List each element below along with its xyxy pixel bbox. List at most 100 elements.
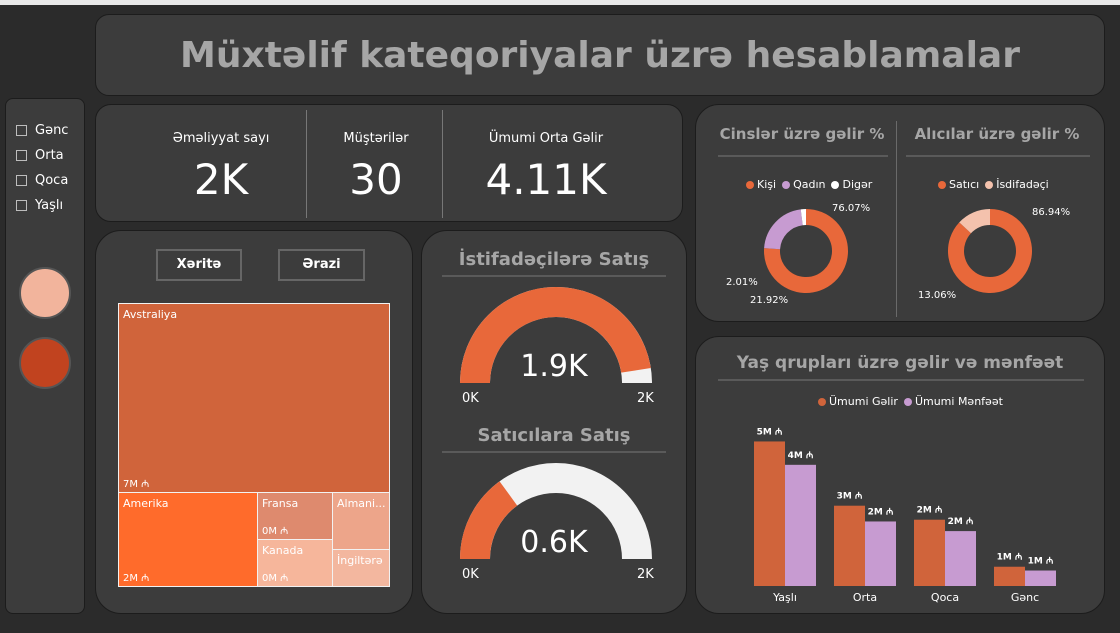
kpi-value: 4.11K [485, 155, 607, 204]
kpi-transactions: Əməliyyat sayı 2K [126, 105, 316, 223]
bar-profit[interactable] [945, 531, 976, 586]
slicer-item-orta[interactable]: Orta [16, 148, 64, 163]
kpi-label: Müştərilər [343, 131, 409, 146]
tile-name: Fransa [262, 497, 299, 510]
bar-profit[interactable] [865, 521, 896, 586]
donut-slice-1[interactable] [764, 209, 804, 250]
slicer-item-label: Gənc [35, 123, 69, 138]
legend-label: Kişi [757, 178, 777, 191]
bar-data-label: 2M ₼ [948, 517, 974, 527]
age-slicer-panel: Gənc Orta Qoca Yaşlı [5, 98, 85, 614]
gauge-fill [460, 287, 651, 384]
region-button[interactable]: Ərazi [278, 249, 365, 281]
slicer-item-genc[interactable]: Gənc [16, 123, 68, 138]
gauge-value: 1.9K [520, 349, 588, 384]
title-underline [718, 379, 1084, 381]
treemap-tile-kanada[interactable]: Kanada 0M ₼ [257, 539, 333, 587]
treemap-tile-avstraliya[interactable]: Avstraliya 7M ₼ [118, 303, 390, 493]
legend-dot-icon [985, 180, 994, 189]
page-title: Müxtəlif kateqoriyalar üzrə hesablamalar [180, 35, 1020, 76]
bar-income[interactable] [914, 519, 945, 586]
bar-chart: 5M ₼ 4M ₼ Yaşlı 3M ₼ 2M ₼ Orta 2M ₼ 2M ₼ Qoca 1M … [754, 427, 1056, 604]
legend-item[interactable]: Kişi [746, 178, 776, 191]
bar-legend: Ümumi Gəlir Ümumi Mənfəət [818, 395, 1009, 408]
legend-item[interactable]: Ümumi Mənfəət [903, 395, 1003, 408]
kpi-value: 2K [193, 155, 249, 204]
legend-label: Ümumi Mənfəət [914, 395, 1003, 408]
legend-item[interactable]: Qadın [782, 178, 825, 191]
age-group-chart-panel: Yaş qrupları üzrə gəlir və mənfəət Ümumi… [695, 336, 1105, 614]
donut-label-qadin: 21.92% [750, 295, 789, 306]
gauge-sellers [460, 463, 652, 560]
tile-value: 7M ₼ [123, 479, 150, 490]
legend-item[interactable]: İsdifadəçi [985, 178, 1049, 191]
map-button[interactable]: Xəritə [156, 249, 242, 281]
title-panel: Müxtəlif kateqoriyalar üzrə hesablamalar [95, 14, 1105, 96]
legend-item[interactable]: Digər [831, 178, 872, 191]
gauge-min-label: 0K [462, 567, 479, 582]
top-strip [0, 0, 1120, 5]
checkbox-icon[interactable] [16, 175, 27, 186]
slicer-item-label: Qoca [35, 173, 69, 188]
checkbox-icon[interactable] [16, 125, 27, 136]
gauge-title-underline [442, 451, 666, 453]
dark-color-swatch[interactable] [19, 337, 71, 389]
tile-value: 0M ₼ [262, 526, 289, 537]
x-tick-label: Orta [853, 591, 877, 604]
gauge-fill [460, 481, 518, 560]
slicer-item-yasli[interactable]: Yaşlı [16, 198, 63, 213]
bar-income[interactable] [834, 505, 865, 586]
legend-label: Satıcı [949, 178, 980, 191]
donut-slice-0[interactable] [948, 209, 1032, 293]
tile-name: Almani... [337, 497, 386, 510]
tile-name: Amerika [123, 497, 169, 510]
bar-chart-title: Yaş qrupları üzrə gəlir və mənfəət [736, 353, 1064, 373]
tile-name: Kanada [262, 544, 304, 557]
treemap-tile-fransa[interactable]: Fransa 0M ₼ [257, 492, 333, 540]
slicer-item-qoca[interactable]: Qoca [16, 173, 68, 188]
x-tick-label: Gənc [1011, 591, 1039, 604]
gauge-max-label: 2K [637, 567, 654, 582]
treemap-tile-almaniya[interactable]: Almani... [332, 492, 390, 550]
bar-profit[interactable] [1025, 570, 1056, 586]
bar-data-label: 3M ₼ [837, 492, 863, 502]
bar-income[interactable] [754, 441, 785, 586]
legend-item[interactable]: Ümumi Gəlir [818, 395, 898, 408]
gender-donut-title: Cinslər üzrə gəlir % [719, 125, 885, 143]
gauge-title-sellers: Satıcılara Satış [477, 425, 631, 446]
legend-label: Qadın [793, 178, 826, 191]
donut-slice-0[interactable] [764, 209, 848, 293]
buyer-donut-title: Alıcılar üzrə gəlir % [914, 125, 1080, 143]
gauge-title-underline [442, 275, 666, 277]
legend-item[interactable]: Satıcı [938, 178, 979, 191]
gauge-min-label: 0K [462, 391, 479, 406]
slicer-item-label: Yaşlı [35, 198, 64, 213]
legend-label: İsdifadəçi [996, 178, 1049, 191]
checkbox-icon[interactable] [16, 150, 27, 161]
checkbox-icon[interactable] [16, 200, 27, 211]
treemap-tile-ingiltere[interactable]: İngiltərə [332, 549, 390, 587]
slicer-item-label: Orta [35, 148, 64, 163]
panel-divider [896, 121, 897, 317]
x-tick-label: Qoca [931, 591, 959, 604]
bar-profit[interactable] [785, 464, 816, 586]
donut-label-diger: 2.01% [726, 277, 758, 288]
light-color-swatch[interactable] [19, 267, 71, 319]
title-underline [906, 155, 1090, 157]
bar-data-label: 5M ₼ [757, 427, 783, 437]
gender-legend: Kişi Qadın Digər [746, 178, 878, 191]
legend-dot-icon [782, 180, 791, 189]
bar-data-label: 4M ₼ [788, 451, 814, 461]
donut-slice-1[interactable] [959, 209, 991, 234]
bar-income[interactable] [994, 566, 1025, 586]
bar-data-label: 2M ₼ [917, 506, 943, 516]
kpi-divider [306, 110, 307, 218]
treemap-tile-amerika[interactable]: Amerika 2M ₼ [118, 492, 258, 587]
tile-name: Avstraliya [123, 308, 178, 321]
donut-label-isdifadeci: 13.06% [918, 290, 957, 301]
kpi-avg-income: Ümumi Orta Gəlir 4.11K [446, 105, 646, 223]
legend-dot-icon [746, 180, 754, 189]
sales-gauge-panel: İstifadəçilərə Satış 1.9K 0K 2K Satıcıla… [421, 230, 687, 614]
kpi-divider [442, 110, 443, 218]
tile-value: 0M ₼ [262, 573, 289, 584]
